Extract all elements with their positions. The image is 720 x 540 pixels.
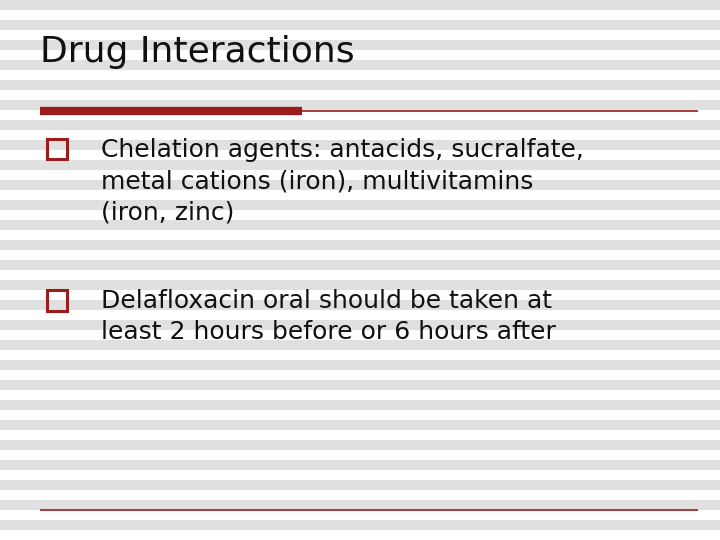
Bar: [0, 220, 720, 230]
Bar: [0, 480, 720, 490]
Bar: [0, 210, 720, 220]
Bar: [0, 420, 720, 430]
Bar: [0, 120, 720, 130]
Bar: [0, 530, 720, 540]
Bar: [0, 340, 720, 350]
Bar: [0, 510, 720, 520]
Bar: [0, 370, 720, 380]
Bar: [0, 160, 720, 170]
Bar: [0, 150, 720, 160]
Bar: [0, 390, 720, 400]
Text: Chelation agents: antacids, sucralfate,
metal cations (iron), multivitamins
(iro: Chelation agents: antacids, sucralfate, …: [101, 138, 584, 225]
Bar: [0, 170, 720, 180]
Bar: [0, 330, 720, 340]
Bar: [0, 40, 720, 50]
Bar: [0, 410, 720, 420]
Bar: [0, 260, 720, 270]
Bar: [0, 460, 720, 470]
Bar: [0, 290, 720, 300]
Bar: [0, 490, 720, 500]
Bar: [0, 380, 720, 390]
Bar: [0, 470, 720, 480]
Text: Delafloxacin oral should be taken at
least 2 hours before or 6 hours after: Delafloxacin oral should be taken at lea…: [101, 289, 556, 345]
Bar: [0, 350, 720, 360]
Bar: [0, 110, 720, 120]
Bar: [0, 300, 720, 310]
Bar: [0, 80, 720, 90]
Bar: [0, 140, 720, 150]
Bar: [0, 130, 720, 140]
Bar: [0, 320, 720, 330]
Text: Drug Interactions: Drug Interactions: [40, 35, 354, 69]
Bar: [0, 180, 720, 190]
Bar: [0, 190, 720, 200]
Bar: [0, 280, 720, 290]
Bar: [0, 100, 720, 110]
Bar: [0, 230, 720, 240]
Bar: [0, 0, 720, 10]
Bar: [0, 360, 720, 370]
Bar: [0, 240, 720, 250]
Bar: [0, 20, 720, 30]
Bar: [0, 250, 720, 260]
Bar: [0, 520, 720, 530]
Bar: [0, 310, 720, 320]
Bar: [0, 90, 720, 100]
Bar: [0, 450, 720, 460]
Bar: [0, 30, 720, 40]
Bar: [0, 50, 720, 60]
Bar: [0, 10, 720, 20]
Bar: [0, 440, 720, 450]
Bar: [0, 70, 720, 80]
Bar: [0, 430, 720, 440]
Bar: [0, 60, 720, 70]
Bar: [0, 500, 720, 510]
Bar: [0, 270, 720, 280]
Bar: [0, 400, 720, 410]
Bar: [0, 200, 720, 210]
